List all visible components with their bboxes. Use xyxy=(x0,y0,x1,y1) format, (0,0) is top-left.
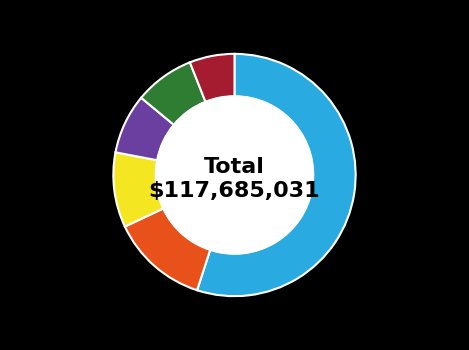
Text: $117,685,031: $117,685,031 xyxy=(149,181,320,201)
Wedge shape xyxy=(115,98,174,160)
Circle shape xyxy=(156,96,313,254)
Text: Total: Total xyxy=(204,156,265,176)
Wedge shape xyxy=(113,152,163,226)
Wedge shape xyxy=(141,62,205,125)
Wedge shape xyxy=(125,209,210,290)
Wedge shape xyxy=(197,54,356,296)
Wedge shape xyxy=(190,54,234,102)
